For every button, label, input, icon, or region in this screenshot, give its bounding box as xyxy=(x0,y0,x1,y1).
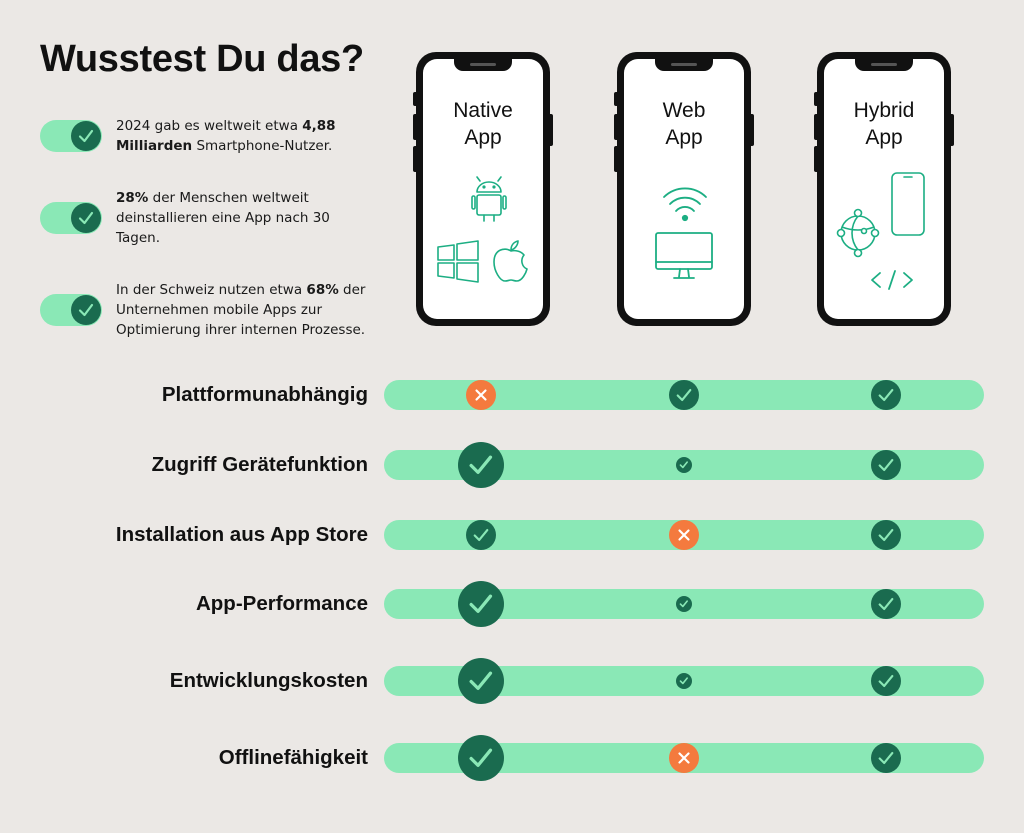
check-icon xyxy=(71,203,101,233)
globe-network-icon xyxy=(836,208,880,258)
check-icon xyxy=(466,520,496,550)
row-label: App-Performance xyxy=(195,592,368,615)
hybrid-icons xyxy=(836,172,925,290)
phone-title: Web App xyxy=(662,99,706,149)
windows-icon xyxy=(437,240,479,283)
web-icons xyxy=(655,187,713,279)
fact-text: In der Schweiz nutzen etwa 68% der Unter… xyxy=(116,282,366,338)
row-label: Entwicklungskosten xyxy=(169,669,368,692)
toggle-switch[interactable] xyxy=(40,202,102,234)
toggle-switch[interactable] xyxy=(40,294,102,326)
check-icon xyxy=(676,596,692,612)
comparison-row: App-Performance xyxy=(0,581,1024,627)
fact-text: 28% der Menschen weltweit deinstallieren… xyxy=(116,190,330,246)
comparison-row: Entwicklungskosten xyxy=(0,658,1024,704)
comparison-row: Offlinefähigkeit xyxy=(0,735,1024,781)
check-icon xyxy=(458,442,504,488)
row-label: Offlinefähigkeit xyxy=(218,746,368,769)
check-icon xyxy=(871,743,901,773)
apple-icon xyxy=(493,240,528,282)
check-icon xyxy=(676,457,692,473)
fact-item: 28% der Menschen weltweit deinstallieren… xyxy=(40,188,400,248)
check-icon xyxy=(871,450,901,480)
check-icon xyxy=(676,673,692,689)
fact-text: 2024 gab es weltweit etwa 4,88 Milliarde… xyxy=(116,118,336,154)
comparison-row: Zugriff Gerätefunktion xyxy=(0,442,1024,488)
phone-hybrid-app: Hybrid App xyxy=(814,52,954,326)
check-icon xyxy=(458,581,504,627)
android-icon xyxy=(471,176,507,222)
page-title: Wusstest Du das? xyxy=(40,38,364,80)
smartphone-icon xyxy=(891,172,925,236)
check-icon xyxy=(871,589,901,619)
monitor-icon xyxy=(655,232,713,279)
code-icon xyxy=(871,270,913,290)
fact-item: In der Schweiz nutzen etwa 68% der Unter… xyxy=(40,280,400,340)
check-icon xyxy=(71,295,101,325)
check-icon xyxy=(669,380,699,410)
cross-icon xyxy=(669,520,699,550)
phone-web-app: Web App xyxy=(614,52,754,326)
row-label: Zugriff Gerätefunktion xyxy=(151,453,368,476)
check-icon xyxy=(871,380,901,410)
toggle-switch[interactable] xyxy=(40,120,102,152)
cross-icon xyxy=(669,743,699,773)
wifi-icon xyxy=(663,187,707,222)
check-icon xyxy=(871,666,901,696)
check-icon xyxy=(71,121,101,151)
phone-title: Hybrid App xyxy=(853,99,915,149)
check-icon xyxy=(458,658,504,704)
comparison-row: Plattformunabhängig xyxy=(0,380,1024,410)
check-icon xyxy=(458,735,504,781)
comparison-row: Installation aus App Store xyxy=(0,520,1024,550)
row-label: Plattformunabhängig xyxy=(161,383,368,406)
phone-native-app: Native App xyxy=(413,52,553,326)
fact-item: 2024 gab es weltweit etwa 4,88 Milliarde… xyxy=(40,116,400,156)
cross-icon xyxy=(466,380,496,410)
native-icons xyxy=(437,176,528,283)
row-label: Installation aus App Store xyxy=(115,523,368,546)
check-icon xyxy=(871,520,901,550)
phone-title: Native App xyxy=(453,99,513,149)
